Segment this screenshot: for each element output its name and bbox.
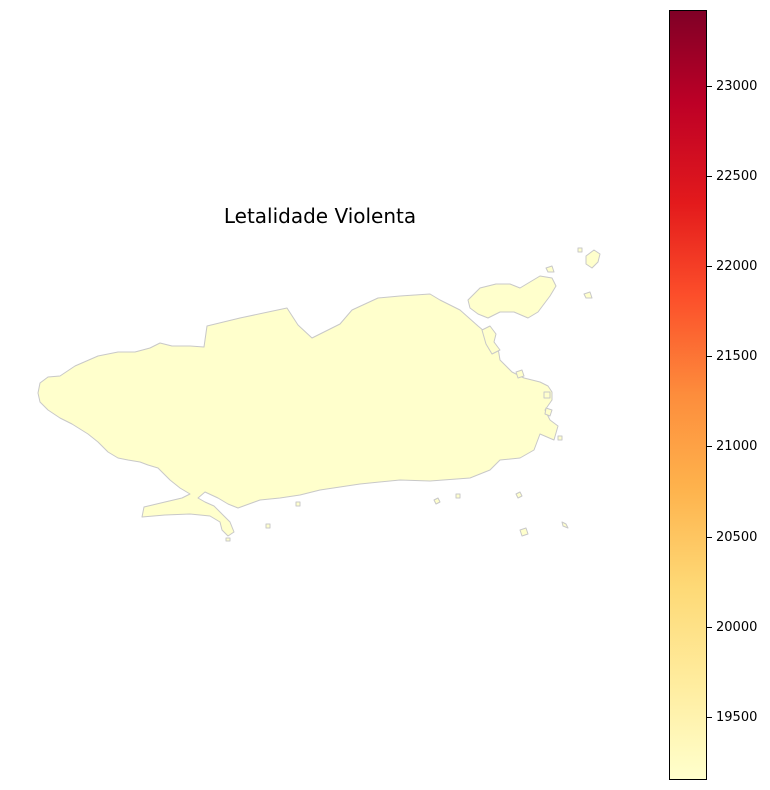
colorbar-tick-label: 20500 [716, 529, 758, 545]
colorbar-tick-label: 23000 [716, 78, 758, 94]
island-region [467, 275, 557, 319]
island-region [543, 391, 551, 399]
island-region [545, 265, 555, 273]
colorbar-tick [707, 716, 712, 718]
colorbar-tick [707, 626, 712, 628]
island-region [455, 493, 461, 499]
colorbar-tick-label: 22500 [716, 168, 758, 184]
colorbar [669, 10, 707, 780]
colorbar-tick-label: 21500 [716, 349, 758, 365]
colorbar-tick [707, 536, 712, 538]
map-title: Letalidade Violenta [223, 204, 417, 228]
island-region [519, 527, 529, 537]
choropleth-map [37, 247, 601, 542]
island-region [577, 247, 583, 253]
colorbar-tick-label: 22000 [716, 259, 758, 275]
island-region [583, 291, 593, 299]
island-region [515, 369, 525, 379]
island-region [557, 435, 563, 441]
island-region [265, 523, 271, 529]
colorbar-tick-label: 21000 [716, 439, 758, 455]
island-region [295, 501, 301, 507]
island-region [225, 537, 231, 542]
colorbar-tick-label: 20000 [716, 619, 758, 635]
island-region [433, 497, 441, 505]
colorbar-tick-label: 19500 [716, 709, 758, 725]
island-region [561, 521, 569, 529]
colorbar-tick [707, 356, 712, 358]
colorbar-tick [707, 446, 712, 448]
island-region [515, 491, 523, 499]
map-regions [37, 247, 601, 542]
colorbar-tick [707, 175, 712, 177]
island-region [585, 249, 601, 269]
colorbar-tick [707, 85, 712, 87]
municipality-region [37, 293, 559, 537]
island-region [481, 325, 501, 355]
island-region [544, 407, 553, 417]
colorbar-tick [707, 266, 712, 268]
